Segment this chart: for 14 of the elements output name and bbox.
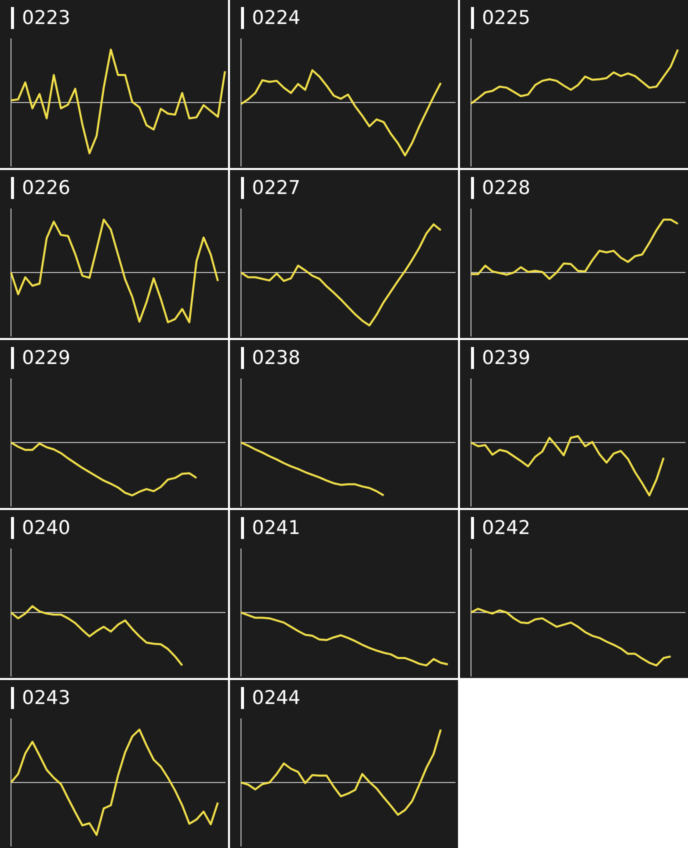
chart-title: 0240 xyxy=(22,516,70,540)
chart-title: 0226 xyxy=(22,176,70,200)
chart-title: 0227 xyxy=(252,176,300,200)
chart-title: 0243 xyxy=(22,686,70,710)
chart-title: 0228 xyxy=(482,176,530,200)
chart-title: 0239 xyxy=(482,346,530,370)
chart-title: 0242 xyxy=(482,516,530,540)
chart-title: 0229 xyxy=(22,346,70,370)
chart-title: 0244 xyxy=(252,686,300,710)
chart-title: 0223 xyxy=(22,6,70,30)
chart-title: 0224 xyxy=(252,6,300,30)
chart-title: 0225 xyxy=(482,6,530,30)
chart-title: 0241 xyxy=(252,516,300,540)
chart-title: 0238 xyxy=(252,346,300,370)
